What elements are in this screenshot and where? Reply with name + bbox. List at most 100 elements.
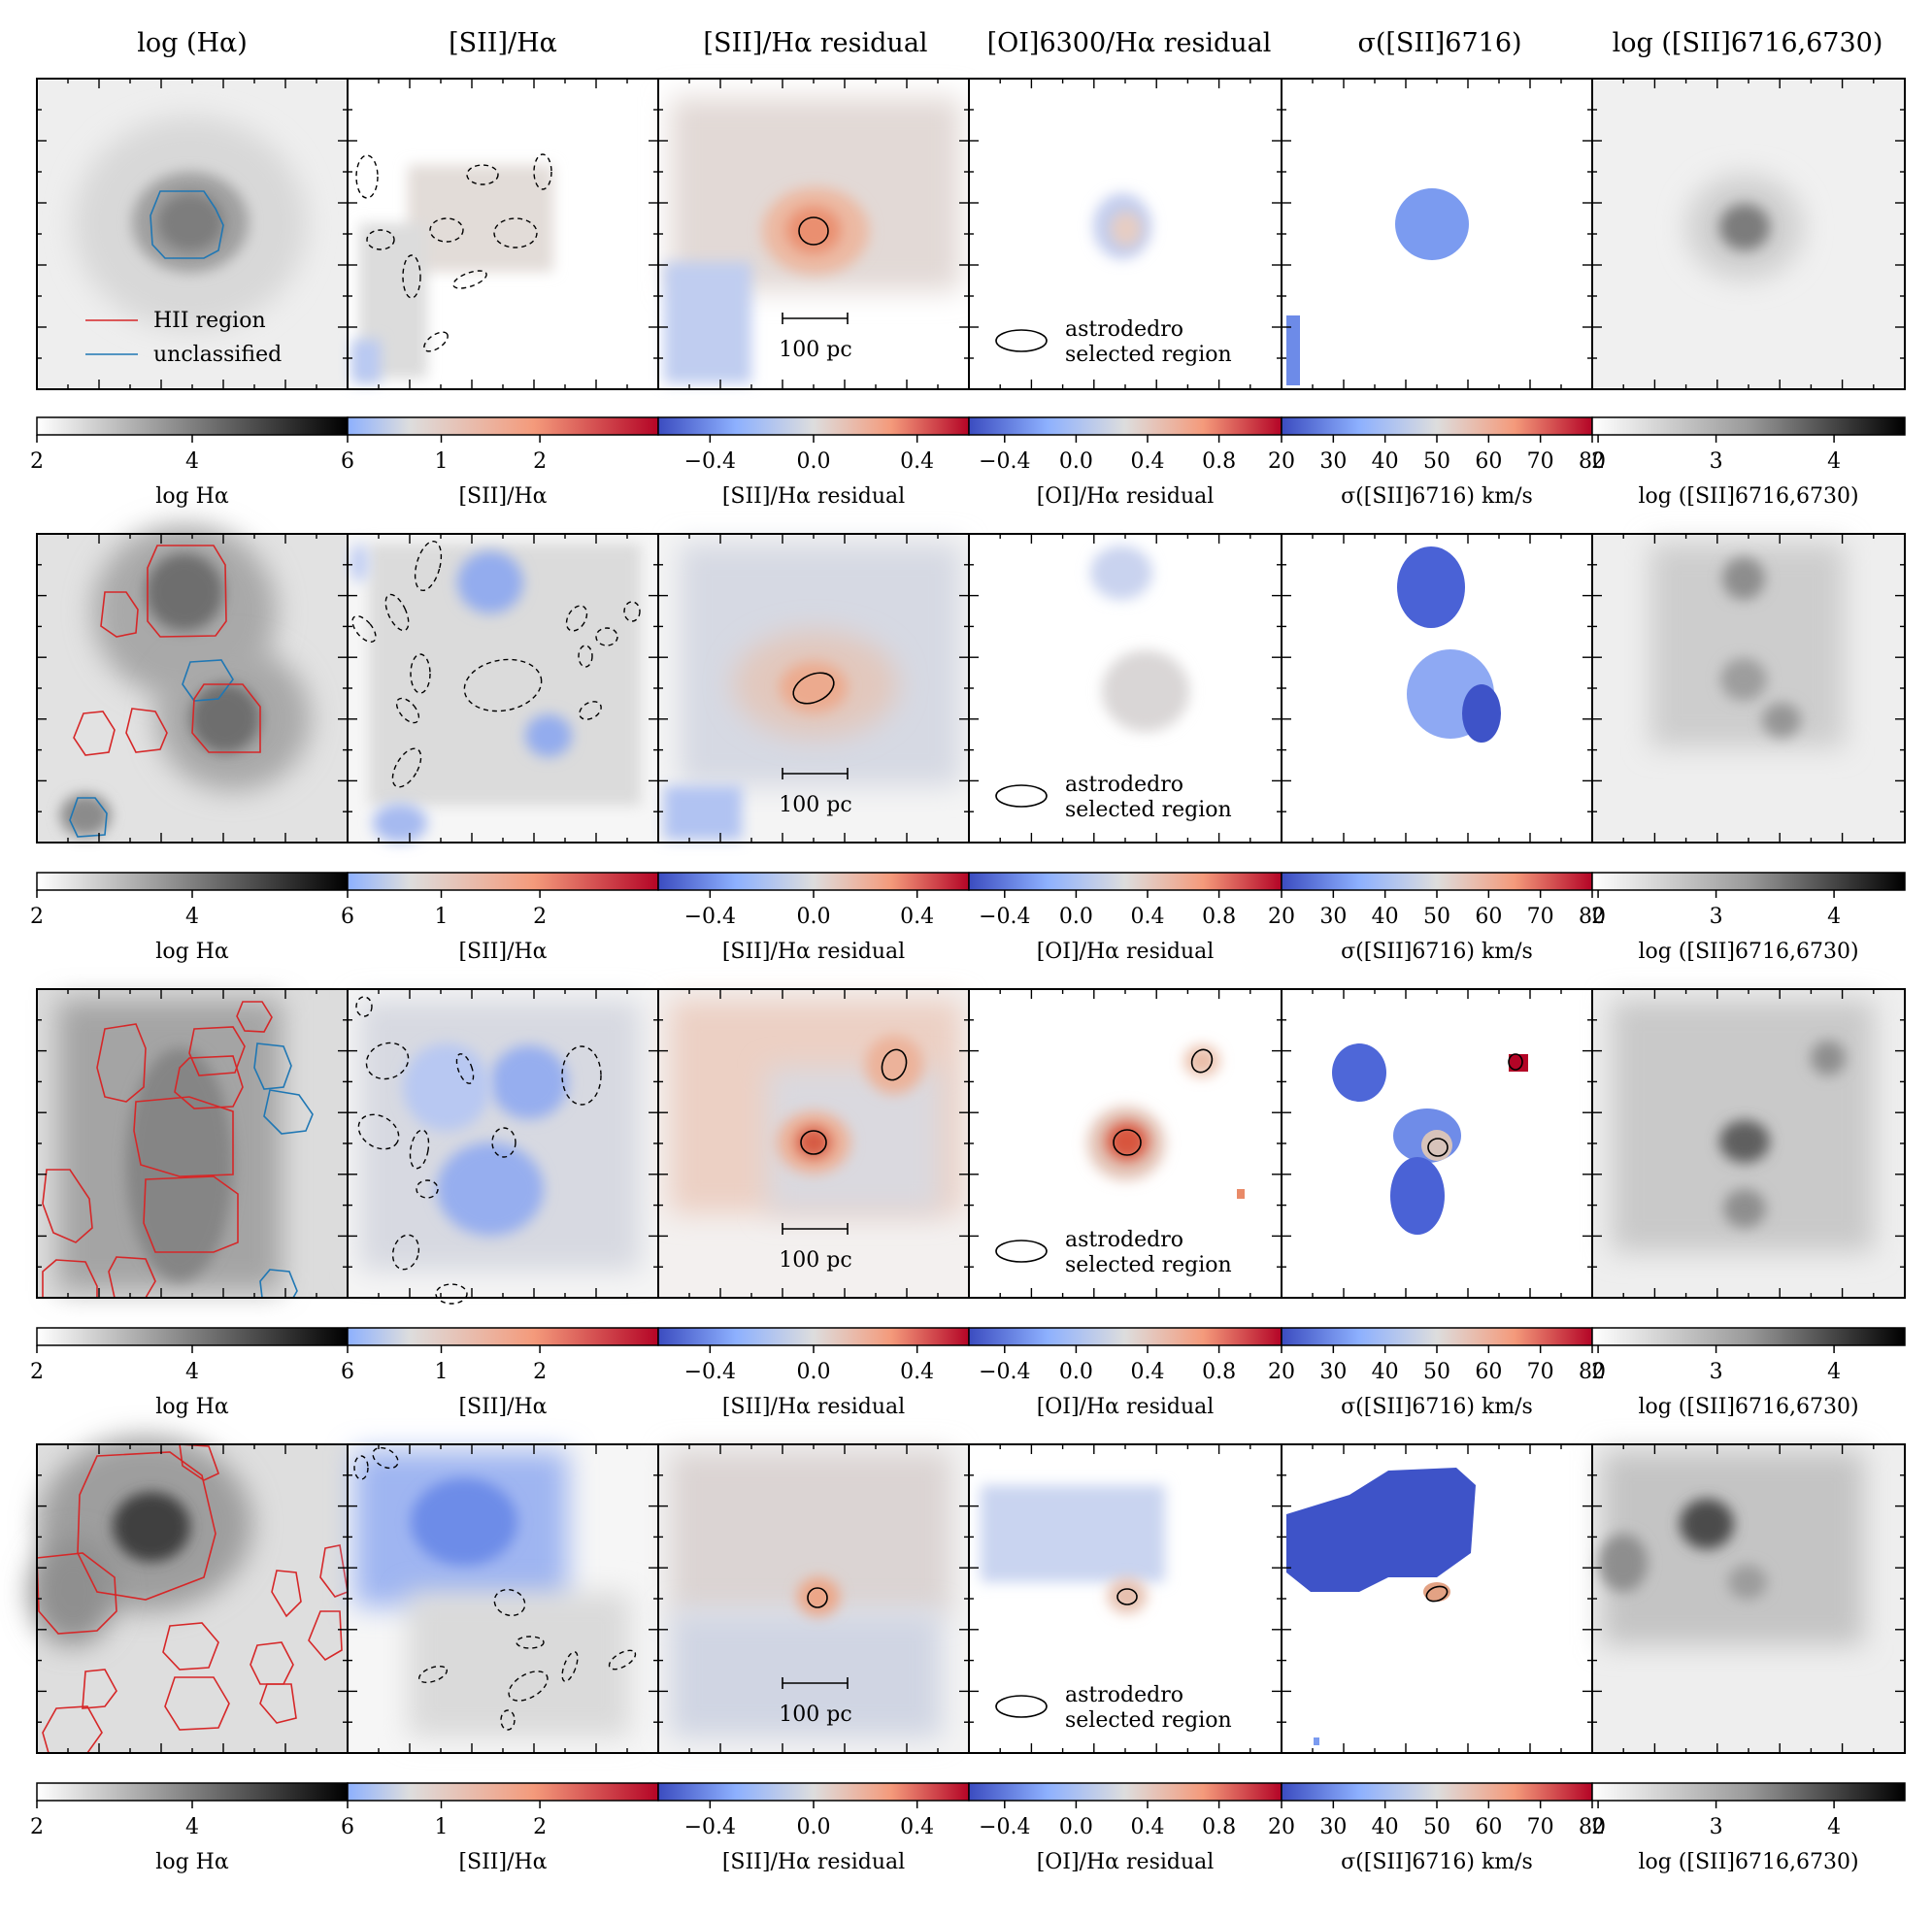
colorbar-tick-label: 2 (533, 1815, 547, 1839)
scalebar-label: 100 pc (779, 338, 851, 362)
selected-ellipse (800, 1130, 827, 1155)
colorbar-tick-label: −0.4 (979, 1360, 1030, 1384)
colorbar-tick-label: 30 (1319, 449, 1347, 474)
dashed-ellipse (355, 996, 373, 1017)
dashed-ellipse (423, 331, 449, 352)
dashed-ellipse (416, 1179, 439, 1199)
ellipse-legend-line2: selected region (1065, 1253, 1232, 1277)
colorbar-tick-label: 1 (435, 905, 449, 929)
hii-contour (100, 591, 139, 638)
ellipse-legend-line1: astrodedro (1065, 1228, 1183, 1252)
colorbar-tick-label: 6 (341, 449, 354, 474)
colorbar-tick-label: 6 (341, 1360, 354, 1384)
row-4: 100 pc astrodedro selected region (29, 1437, 1906, 1754)
colorbar-tick-label: 30 (1319, 1815, 1347, 1839)
colorbar-label: log Hα (155, 1850, 229, 1874)
selected-ellipse (1425, 1585, 1449, 1603)
unclassified-contour (69, 797, 108, 838)
colorbar-1-row-3 (36, 1327, 349, 1346)
colorbar-tick-label: 0.8 (1202, 1360, 1236, 1384)
colorbar-5-row-4 (1281, 1782, 1593, 1802)
colorbar-tick-label: 2 (30, 1815, 44, 1839)
dashed-ellipse (365, 1042, 410, 1080)
dashed-ellipse (452, 270, 487, 289)
colorbar-label: log Hα (155, 940, 229, 964)
colorbar-tick-label: 0.0 (1059, 1815, 1093, 1839)
colorbars: 2 4 6 log Hα 1 2 [SII]/Hα −0.4 0.0 0.4 [SII]/Hα re… (30, 416, 1906, 1874)
hii-contour (82, 1669, 117, 1709)
colorbar-4-row-1 (968, 416, 1282, 436)
colorbar-tick-label: 40 (1372, 1360, 1399, 1384)
panel-r2-oi-residual: astrodedro selected region (968, 533, 1282, 844)
colorbar-tick-label: 40 (1372, 449, 1399, 474)
colorbar-tick-label: 70 (1527, 1360, 1554, 1384)
colorbar-tick-label: 50 (1423, 449, 1450, 474)
dashed-ellipse (565, 605, 588, 632)
colorbar-tick-label: 70 (1527, 905, 1554, 929)
legend-unclassified-label: unclassified (153, 343, 282, 367)
colorbar-tick-label: 6 (341, 905, 354, 929)
dashed-ellipse (355, 154, 379, 199)
hii-contour (96, 1023, 147, 1103)
dashed-ellipse (357, 1113, 400, 1150)
colorbar-tick-label: 4 (1827, 1815, 1841, 1839)
selected-ellipse (807, 1587, 828, 1608)
colorbar-tick-label: 2 (1591, 1815, 1605, 1839)
colorbar-tick-label: 60 (1475, 1360, 1502, 1384)
colorbar-tick-label: −0.4 (684, 1360, 736, 1384)
colorbar-tick-label: 0.0 (797, 1360, 831, 1384)
ellipse-legend-line2: selected region (1065, 343, 1232, 367)
unclassified-contour (263, 1089, 314, 1135)
colorbar-tick-label: 0.4 (1131, 1815, 1165, 1839)
colorbar-tick-label: 0.8 (1202, 905, 1236, 929)
ellipse-legend-line1: astrodedro (1065, 773, 1183, 797)
colorbar-label: [SII]/Hα (458, 940, 547, 964)
panel-r3-log-sii (1591, 988, 1906, 1299)
colorbar-label: log Hα (155, 484, 229, 509)
colorbar-label: [SII]/Hα (458, 1395, 547, 1419)
hii-contour (73, 711, 116, 756)
panel-r3-sii (347, 988, 659, 1305)
legend-hii-label: HII region (153, 309, 266, 333)
colorbar-tick-label: 80 (1579, 1360, 1606, 1384)
column-titles: log (Hα) [SII]/Hα [SII]/Hα residual [OI]… (137, 28, 1882, 58)
dashed-ellipse (508, 1671, 549, 1702)
colorbar-tick-label: 30 (1319, 905, 1347, 929)
col-title-log-halpha: log (Hα) (137, 28, 248, 58)
colorbar-tick-label: 2 (533, 905, 547, 929)
panel-r1-oi-residual: astrodedro selected region (968, 78, 1282, 390)
colorbar-tick-label: 0.0 (1059, 1360, 1093, 1384)
panel-r1-sii (347, 78, 659, 390)
dashed-ellipse (366, 229, 395, 250)
colorbar-tick-label: 2 (533, 1360, 547, 1384)
panel-r3-sii-residual: 100 pc (657, 988, 970, 1299)
colorbar-2-row-3 (347, 1327, 659, 1346)
panel-r4-sii (347, 1443, 659, 1754)
dashed-ellipse (561, 1045, 602, 1106)
colorbar-tick-label: 3 (1710, 449, 1723, 474)
colorbar-tick-label: 3 (1710, 905, 1723, 929)
colorbar-tick-label: 6 (341, 1815, 354, 1839)
colorbar-5-row-2 (1281, 872, 1593, 891)
hii-contour (162, 1622, 219, 1671)
dashed-ellipse (455, 1053, 475, 1084)
panel-r2-log-sii (1591, 533, 1906, 844)
colorbar-label: log ([SII]6716,6730) (1638, 1850, 1858, 1874)
legend-ellipse (995, 1240, 1048, 1263)
colorbar-tick-label: −0.4 (979, 449, 1030, 474)
dashed-ellipse (418, 1665, 448, 1684)
dashed-ellipse (466, 164, 499, 185)
panel-r4-sii-residual: 100 pc (657, 1443, 970, 1754)
hii-contour (42, 1169, 93, 1243)
colorbar-tick-label: 60 (1475, 1815, 1502, 1839)
ellipse-legend-line1: astrodedro (1065, 1683, 1183, 1707)
colorbar-tick-label: 80 (1579, 905, 1606, 929)
col-title-sigma: σ([SII]6716) (1357, 28, 1521, 58)
col-title-sii-residual: [SII]/Hα residual (703, 28, 927, 58)
hii-contour (174, 1055, 244, 1109)
colorbar-tick-label: 20 (1268, 905, 1295, 929)
unclassified-contour (150, 190, 224, 259)
dashed-ellipse (414, 540, 443, 592)
colorbar-tick-label: 30 (1319, 1360, 1347, 1384)
dashed-ellipse (351, 615, 377, 643)
